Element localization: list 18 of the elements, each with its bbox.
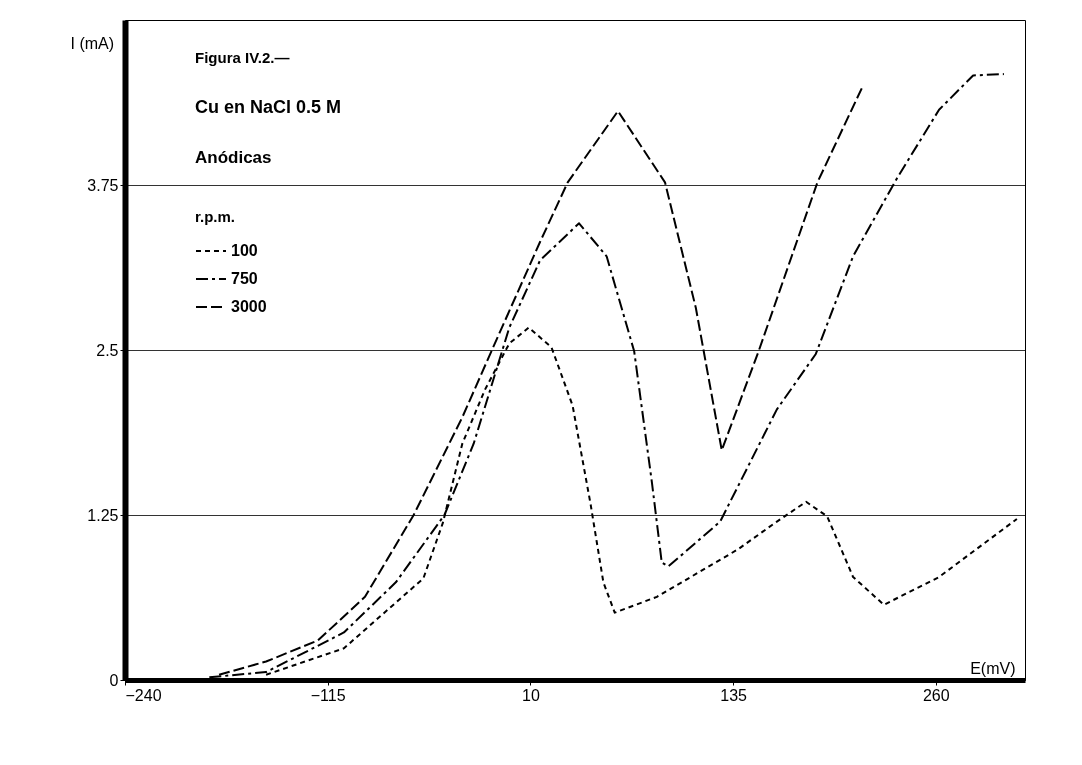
x-tick-label: 260 bbox=[922, 686, 950, 704]
y-tick-label: 3.75 bbox=[87, 176, 119, 194]
x-tick-label: −240 bbox=[125, 686, 162, 704]
x-tick-label: −115 bbox=[310, 686, 346, 704]
legend-label: 100 bbox=[231, 242, 258, 259]
x-tick-label: 135 bbox=[720, 686, 748, 704]
x-tick-label: 10 bbox=[522, 686, 540, 704]
y-tick-label: 2.5 bbox=[96, 341, 119, 359]
x-axis-title: E(mV) bbox=[970, 659, 1016, 677]
text: Cu en NaCl 0.5 M bbox=[195, 97, 342, 117]
legend-label: 3000 bbox=[231, 298, 267, 315]
y-axis-title: I (mA) bbox=[70, 34, 115, 52]
y-tick-label: 0 bbox=[109, 671, 119, 689]
legend-title: r.p.m. bbox=[195, 208, 236, 225]
annotation: Anódicas bbox=[195, 148, 272, 167]
legend-label: 750 bbox=[231, 270, 258, 287]
y-tick-label: 1.25 bbox=[87, 506, 119, 524]
text: Figura IV.2.— bbox=[195, 49, 290, 66]
